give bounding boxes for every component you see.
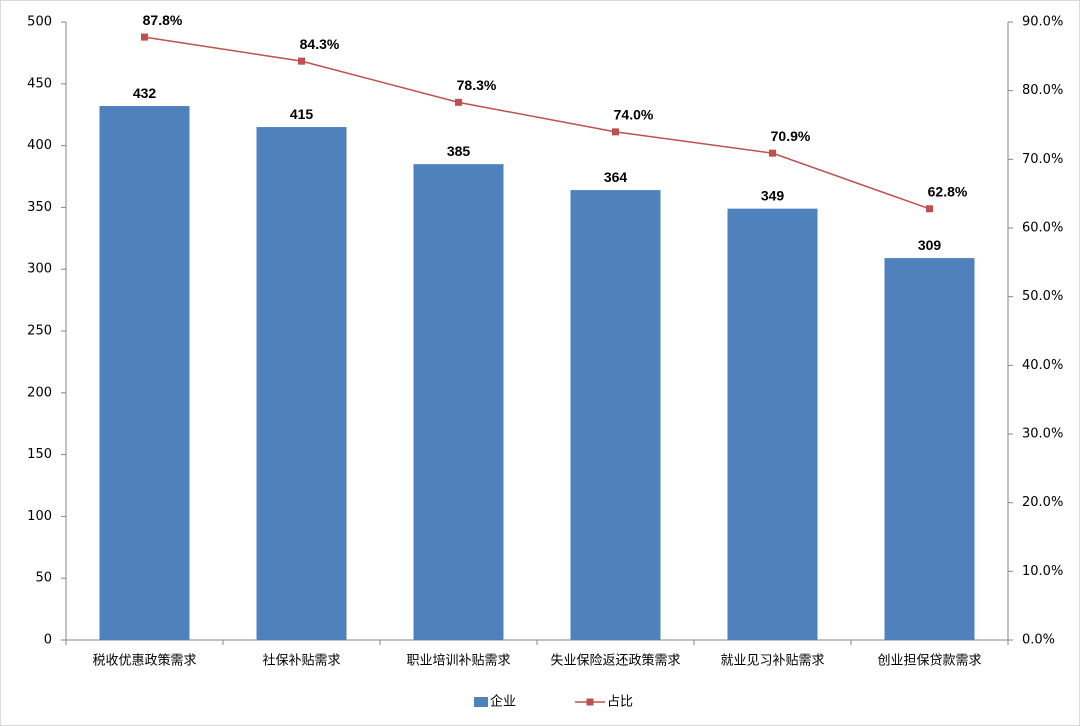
y2-tick-label: 50.0%: [1022, 289, 1063, 304]
x-tick-label: 创业担保贷款需求: [877, 654, 981, 669]
y2-tick-label: 90.0%: [1022, 15, 1063, 30]
x-tick-label: 职业培训补贴需求: [406, 653, 510, 669]
bar: [413, 164, 504, 640]
y2-tick-label: 10.0%: [1022, 564, 1063, 579]
legend-label: 占比: [607, 695, 633, 710]
y-tick-label: 350: [27, 200, 52, 215]
line-marker: [298, 57, 305, 65]
line-marker: [769, 149, 776, 157]
line-value-label: 78.3%: [457, 77, 497, 93]
line-value-label: 84.3%: [300, 36, 340, 52]
line-value-label: 87.8%: [143, 12, 183, 28]
x-tick-label: 失业保险返还政策需求: [550, 653, 680, 669]
legend-marker: [474, 697, 488, 707]
line-marker: [141, 33, 148, 41]
bar-value-label: 349: [761, 187, 785, 203]
line-marker: [612, 128, 619, 136]
line-value-label: 62.8%: [928, 183, 968, 199]
bar: [256, 127, 347, 640]
bar-value-label: 415: [290, 106, 314, 122]
legend-marker: [586, 698, 594, 706]
y2-tick-label: 40.0%: [1022, 358, 1063, 373]
y-tick-label: 150: [27, 447, 52, 462]
y-tick-label: 500: [27, 15, 52, 30]
y2-tick-label: 0.0%: [1022, 633, 1055, 648]
x-tick-label: 税收优惠政策需求: [92, 653, 196, 669]
y-tick-label: 50: [35, 571, 52, 586]
y2-tick-label: 20.0%: [1022, 495, 1063, 510]
y-tick-label: 400: [27, 138, 52, 153]
x-tick-label: 就业见习补贴需求: [720, 654, 824, 669]
bar: [727, 208, 818, 641]
bar-value-label: 364: [604, 169, 628, 185]
line-marker: [455, 98, 462, 106]
line-value-label: 70.9%: [771, 128, 811, 144]
y-tick-label: 0: [44, 633, 52, 648]
y2-tick-label: 30.0%: [1022, 427, 1063, 442]
y-tick-label: 450: [27, 76, 52, 91]
y-tick-label: 300: [27, 262, 52, 277]
x-tick-label: 社保补贴需求: [262, 653, 340, 669]
line: [144, 36, 930, 210]
y-tick-label: 100: [27, 509, 52, 524]
bar: [570, 190, 661, 640]
y2-tick-label: 70.0%: [1022, 152, 1063, 167]
y2-tick-label: 80.0%: [1022, 83, 1063, 98]
bar-value-label: 309: [918, 237, 942, 253]
bar: [99, 106, 190, 641]
y-tick-label: 200: [27, 385, 52, 400]
y-tick-label: 250: [27, 324, 52, 339]
bar-value-label: 432: [133, 85, 157, 101]
bar: [884, 258, 975, 640]
legend-label: 企业: [490, 694, 516, 710]
bar-value-label: 385: [447, 143, 471, 159]
line-marker: [926, 205, 933, 213]
y2-tick-label: 60.0%: [1022, 221, 1063, 236]
line-value-label: 74.0%: [614, 107, 654, 123]
